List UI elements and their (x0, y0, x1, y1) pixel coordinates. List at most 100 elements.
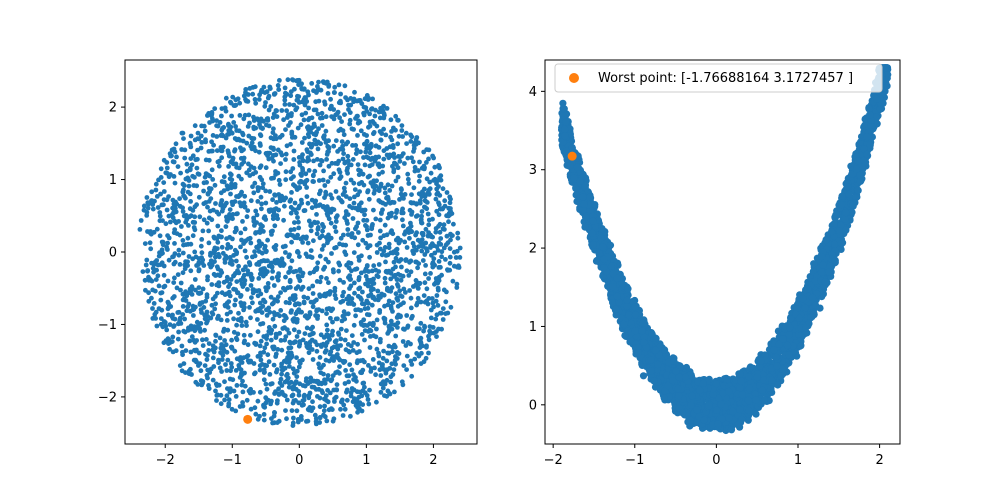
data-point (156, 306, 162, 311)
data-point (366, 363, 371, 368)
data-point (325, 91, 331, 96)
data-point (371, 207, 376, 213)
data-point (296, 205, 301, 211)
data-point (315, 225, 321, 230)
data-point (348, 260, 354, 266)
data-point (149, 295, 154, 301)
data-point (447, 260, 453, 266)
data-point (362, 141, 367, 147)
data-point (194, 183, 200, 189)
data-point (457, 255, 463, 260)
data-point (322, 403, 327, 409)
data-point (426, 222, 432, 228)
data-point (389, 285, 395, 291)
data-point (318, 115, 323, 121)
data-point (288, 113, 294, 119)
data-point (239, 303, 245, 309)
data-point (293, 268, 299, 274)
data-point (181, 136, 186, 142)
data-point (444, 233, 450, 239)
data-point (175, 272, 181, 277)
data-point (362, 212, 367, 218)
data-point (352, 267, 358, 272)
data-point (356, 181, 362, 187)
data-point (225, 327, 231, 333)
data-point (347, 196, 353, 202)
data-point (213, 388, 218, 394)
data-point (426, 192, 432, 197)
data-point (165, 312, 171, 318)
data-point (317, 395, 323, 401)
data-point (188, 156, 194, 162)
data-point (311, 384, 317, 390)
data-point (172, 149, 178, 155)
data-point (197, 214, 203, 220)
data-point (248, 406, 254, 412)
data-point (270, 197, 275, 203)
data-point (225, 357, 231, 363)
data-point (149, 189, 155, 195)
data-point (230, 161, 236, 167)
data-point (183, 242, 189, 248)
data-point (344, 262, 349, 268)
data-point (438, 242, 444, 247)
data-point (298, 171, 304, 177)
data-point (274, 200, 279, 205)
data-point (158, 166, 164, 172)
data-point (406, 181, 412, 186)
data-point (195, 130, 201, 136)
left-x-tick-label: 2 (429, 453, 437, 468)
data-point (324, 418, 330, 424)
data-point (332, 285, 338, 291)
data-point (432, 164, 438, 170)
data-point (222, 379, 227, 385)
data-point (392, 389, 397, 395)
data-point (264, 397, 270, 403)
data-point (241, 200, 247, 206)
data-point (300, 383, 306, 388)
data-point (174, 154, 179, 160)
data-point (376, 262, 382, 267)
data-point (389, 129, 394, 134)
data-point (227, 281, 233, 287)
data-point (203, 351, 208, 357)
data-point (196, 256, 202, 261)
data-point (367, 345, 373, 350)
data-point (367, 119, 373, 125)
data-point (395, 165, 401, 171)
data-point (257, 271, 263, 277)
data-point (194, 165, 200, 171)
data-point (314, 231, 320, 237)
data-point (305, 315, 310, 321)
data-point (270, 216, 276, 222)
data-point (385, 215, 391, 221)
data-point (257, 367, 263, 373)
data-point (263, 165, 269, 171)
data-point (283, 169, 289, 175)
data-point (408, 305, 414, 311)
data-point (263, 188, 269, 194)
data-point (319, 344, 324, 349)
data-point (332, 84, 338, 90)
data-point (251, 118, 257, 123)
data-point (294, 78, 299, 84)
data-point (450, 278, 456, 284)
data-point (250, 91, 256, 97)
data-point (283, 195, 289, 201)
data-point (208, 315, 214, 321)
data-point (370, 182, 375, 188)
data-point (405, 155, 411, 161)
data-point (361, 155, 366, 160)
data-point (339, 119, 344, 124)
data-point (200, 257, 206, 263)
data-point (342, 83, 348, 89)
data-point (241, 272, 247, 278)
data-point (255, 185, 261, 190)
data-point (350, 157, 356, 162)
data-point (216, 382, 222, 388)
data-point (212, 306, 218, 312)
data-point (150, 287, 156, 293)
data-point (161, 272, 167, 278)
data-point (190, 233, 196, 239)
